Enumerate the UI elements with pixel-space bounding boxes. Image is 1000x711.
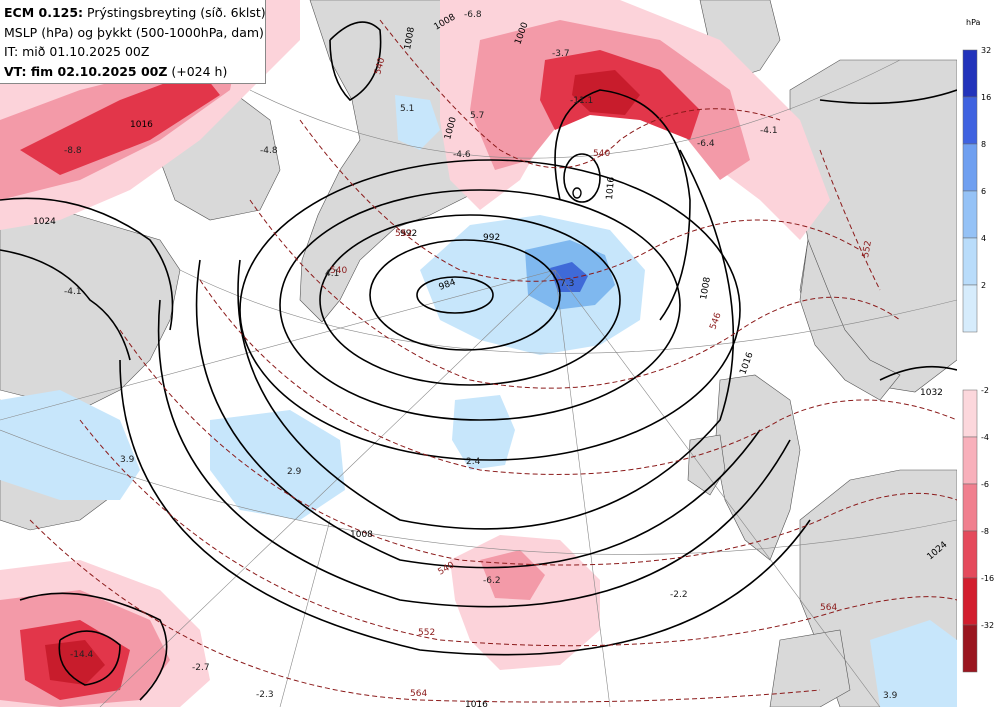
colorbar-positive-segment <box>962 96 978 145</box>
info-line-init-time: IT: mið 01.10.2025 00Z <box>4 44 150 59</box>
weather-map: 1008 1008 1000 1000 1016 1024 984 992 99… <box>0 0 957 707</box>
pressure-label: 992 <box>483 233 500 243</box>
change-label: -2.2 <box>670 590 688 600</box>
iberia-land <box>769 629 851 707</box>
colorbar-unit: hPa <box>966 18 981 27</box>
change-label: -4.8 <box>260 146 278 156</box>
thickness-label: 540 <box>593 149 610 159</box>
colorbar-negative-label: -2 <box>981 386 989 395</box>
thickness-label: 564 <box>820 603 837 613</box>
info-line-model: ECM 0.125: Prýstingsbreyting (síð. 6klst… <box>4 3 266 23</box>
thickness-label: 552 <box>418 628 435 638</box>
change-label: -14.4 <box>70 650 94 660</box>
rise-area-iceland-core <box>550 262 588 292</box>
change-label: -4.1 <box>760 126 778 136</box>
change-label: -2.7 <box>192 663 210 673</box>
change-label: 5.7 <box>470 111 484 121</box>
change-label: -4.1 <box>64 287 82 297</box>
change-label: 3.9 <box>883 691 898 701</box>
pressure-centers <box>572 187 582 199</box>
colorbar-negative-segment <box>962 530 978 579</box>
change-label: -3.7 <box>552 49 570 59</box>
colorbar-positive-label: 8 <box>981 140 987 149</box>
fall-area-nw-dark <box>20 70 220 175</box>
product-name: Prýstingsbreyting (síð. 6klst) <box>83 5 266 20</box>
pressure-label: 1032 <box>920 388 943 398</box>
change-label: -8.8 <box>64 146 82 156</box>
change-label: -6.4 <box>697 139 715 149</box>
rise-area-labrador <box>0 390 140 500</box>
colorbar-positive-label: 4 <box>981 234 987 243</box>
model-name: ECM 0.125: <box>4 5 84 20</box>
pressure-rise-shading <box>0 95 957 707</box>
forecast-step: (+024 h) <box>167 63 228 79</box>
pressure-label: 1024 <box>33 217 56 227</box>
thickness-label: 552 <box>861 240 874 259</box>
change-label: -6.2 <box>483 576 501 586</box>
graticule <box>0 59 957 707</box>
colorbar-negative-label: -8 <box>981 527 989 536</box>
change-label: -2.3 <box>256 690 274 700</box>
colorbar-graphic <box>962 49 978 673</box>
valid-time: VT: fim 02.10.2025 00Z <box>4 63 168 79</box>
change-label: -4.6 <box>453 150 471 160</box>
pressure-label: 1016 <box>130 120 153 130</box>
colorbar-positive-segment <box>962 143 978 192</box>
change-label: -11.1 <box>570 96 593 106</box>
colorbar-negative-label: -32 <box>981 621 995 630</box>
thickness-label: 540 <box>373 56 387 75</box>
rise-area-se <box>870 620 957 707</box>
pressure-label: 992 <box>400 229 417 239</box>
thickness-label: 564 <box>410 689 427 699</box>
colorbar-positive-segment <box>962 284 978 333</box>
isobars <box>0 21 957 701</box>
colorbar-positive-label: 16 <box>981 93 992 102</box>
rise-area-west <box>210 410 345 520</box>
info-line-valid-time: VT: fim 02.10.2025 00Z (+024 h) <box>4 62 261 82</box>
map-info-panel: ECM 0.125: Prýstingsbreyting (síð. 6klst… <box>0 0 266 84</box>
colorbar-negative-segment <box>962 483 978 532</box>
colorbar-negative-label: -6 <box>981 480 989 489</box>
colorbar-negative-segment <box>962 577 978 626</box>
colorbar-positive-segment <box>962 190 978 239</box>
pressure-label: 1016 <box>465 700 488 707</box>
change-label: 3.9 <box>120 455 135 465</box>
pressure-label: 1008 <box>350 530 373 540</box>
change-label: 7.3 <box>560 279 574 289</box>
colorbar-positive-label: 6 <box>981 187 987 196</box>
pressure-label: 1008 <box>403 26 417 51</box>
change-label: 4.1 <box>325 269 339 279</box>
colorbar-negative-segment <box>962 389 978 438</box>
change-label: 2.9 <box>287 467 302 477</box>
rise-area-central <box>452 395 515 470</box>
info-line-fields: MSLP (hPa) og þykkt (500-1000hPa, dam) <box>4 24 264 40</box>
colorbar-positive-segment <box>962 49 978 98</box>
colorbar-negative-label: -16 <box>981 574 995 583</box>
pressure-change-labels: -6.8 -3.7 -11.1 -6.4 -4.1 -4.8 -8.8 -4.1… <box>64 10 898 701</box>
colorbar-legend <box>957 0 1000 707</box>
change-label: 5.1 <box>400 104 414 114</box>
colorbar-negative-segment <box>962 624 978 673</box>
rise-area-greenland-east <box>395 95 440 150</box>
thickness-label: 552 <box>395 229 412 239</box>
pressure-label: 1016 <box>605 176 617 200</box>
colorbar-negative-segment <box>962 436 978 485</box>
colorbar-positive-label: 32 <box>981 46 992 55</box>
change-label: -6.8 <box>464 10 482 20</box>
colorbar-positive-label: 2 <box>981 281 987 290</box>
thickness-lines <box>29 19 957 703</box>
thickness-label: 540 <box>330 266 347 276</box>
colorbar-negative-label: -4 <box>981 433 989 442</box>
norway-coast-land <box>799 238 901 401</box>
pressure-label: 1008 <box>699 276 713 301</box>
colorbar-positive-segment <box>962 237 978 286</box>
fall-area-north-core <box>572 70 640 115</box>
low-center-marker <box>572 187 582 199</box>
change-label: 2.4 <box>466 457 481 467</box>
